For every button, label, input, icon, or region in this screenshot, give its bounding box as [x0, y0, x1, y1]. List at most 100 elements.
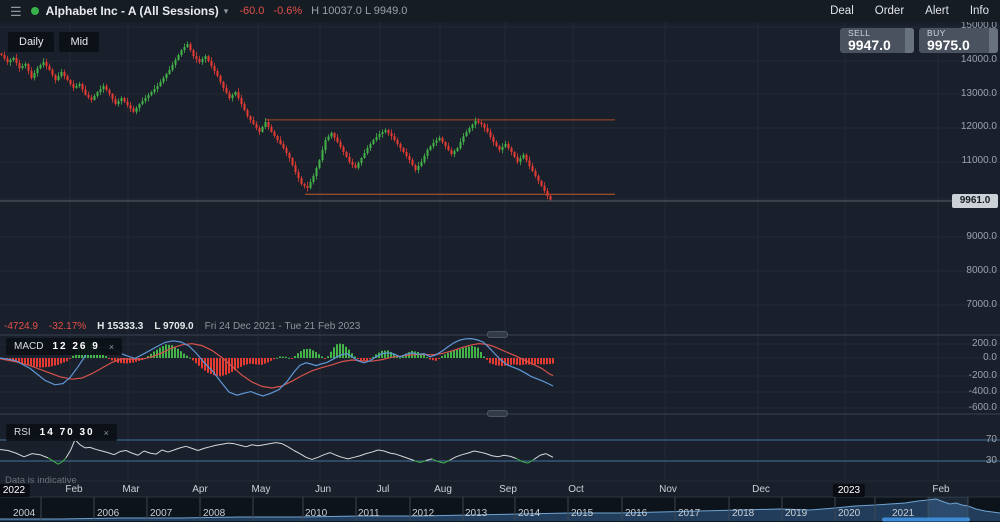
macd-histogram-bar [27, 358, 29, 366]
rsi-line-segment [473, 450, 481, 453]
candle-body [36, 68, 39, 74]
macd-histogram-bar [246, 358, 248, 365]
rsi-line-segment [437, 461, 445, 464]
macd-histogram-bar [432, 358, 434, 361]
top-menu-alert[interactable]: Alert [925, 5, 949, 17]
candle-body [48, 65, 51, 70]
candle-body [456, 148, 459, 152]
candle-body [117, 101, 120, 105]
candle-body [390, 133, 393, 137]
macd-histogram-bar [462, 348, 464, 358]
candle-body [480, 122, 483, 125]
candle-body [378, 134, 381, 138]
chart-canvas[interactable] [0, 22, 1000, 522]
macd-histogram-bar [207, 358, 209, 373]
candle-body [495, 142, 498, 147]
time-axis-label: Feb [932, 484, 950, 495]
rsi-line-segment [365, 451, 373, 455]
rsi-line-segment [239, 444, 247, 448]
scrollbar-year-label: 2021 [892, 508, 915, 519]
macd-histogram-bar [549, 358, 551, 364]
macd-histogram-bar [240, 358, 242, 367]
top-menu-deal[interactable]: Deal [830, 5, 854, 17]
rsi-line-segment [137, 450, 145, 456]
macd-histogram-bar [135, 358, 137, 362]
candle-body [165, 73, 168, 78]
candle-body [84, 89, 87, 95]
timeframe-tab-daily[interactable]: Daily [8, 32, 55, 52]
rsi-line-segment [293, 450, 301, 455]
candle-body [345, 152, 348, 157]
rsi-line-segment [61, 457, 67, 463]
candle-body [237, 92, 240, 99]
macd-histogram-bar [540, 358, 542, 365]
macd-histogram-bar [471, 346, 473, 358]
scrollbar-year-label: 2004 [13, 508, 36, 519]
macd-legend: MACD 12 26 9 × [6, 338, 123, 355]
candle-body [510, 147, 513, 153]
rsi-line-segment [329, 452, 337, 456]
rsi-line-segment [269, 442, 277, 445]
sell-button[interactable]: SELL 9947.0 [840, 28, 914, 53]
macd-histogram-bar [279, 356, 281, 358]
candle-body [258, 128, 261, 132]
scrollbar-year-label: 2008 [203, 508, 226, 519]
candle-body [327, 136, 330, 141]
candle-body [222, 81, 225, 88]
rsi-line-segment [209, 444, 217, 448]
rsi-line-segment [23, 453, 33, 458]
time-axis-label: Sep [499, 484, 517, 495]
candle-body [171, 64, 174, 70]
candle-body [468, 128, 471, 133]
rsi-line-segment [383, 450, 391, 454]
macd-histogram-bar [369, 358, 371, 360]
scrollbar-selection[interactable] [928, 497, 968, 521]
macd-histogram-bar [366, 358, 368, 361]
candle-body [444, 141, 447, 147]
candle-body [438, 137, 441, 141]
top-menu-order[interactable]: Order [874, 5, 905, 17]
candle-body [102, 86, 105, 90]
rsi-close-icon[interactable]: × [103, 427, 109, 438]
rsi-panel-resize-handle[interactable] [487, 410, 508, 417]
macd-histogram-bar [519, 358, 521, 366]
rsi-line-segment [119, 450, 127, 453]
macd-panel-resize-handle[interactable] [487, 331, 508, 338]
instrument-title[interactable]: Alphabet Inc - A (All Sessions) [45, 4, 219, 18]
macd-histogram-bar [234, 358, 236, 371]
top-menu-info[interactable]: Info [969, 5, 989, 17]
macd-histogram-bar [426, 357, 428, 359]
candle-body [384, 130, 387, 133]
macd-histogram-bar [195, 358, 197, 364]
macd-histogram-bar [168, 344, 170, 358]
macd-histogram-bar [312, 350, 314, 358]
macd-close-icon[interactable]: × [108, 341, 115, 352]
macd-histogram-bar [156, 349, 158, 358]
timeframe-tab-mid[interactable]: Mid [59, 32, 100, 52]
candle-body [546, 190, 549, 197]
rsi-line-segment [263, 443, 271, 446]
buy-button[interactable]: BUY 9975.0 [919, 28, 998, 53]
menu-icon[interactable]: ☰ [10, 3, 22, 19]
candle-body [354, 164, 357, 168]
macd-histogram-bar [18, 358, 20, 363]
macd-histogram-bar [24, 358, 26, 365]
candle-body [462, 136, 465, 143]
candle-body [207, 56, 210, 62]
rsi-line-segment [491, 455, 499, 458]
candle-body [189, 44, 192, 51]
time-axis-label: 2023 [832, 484, 866, 497]
candle-body [252, 120, 255, 125]
scrollbar-handle[interactable] [882, 517, 970, 522]
rsi-line-segment [15, 452, 25, 458]
sell-stripe [905, 28, 914, 53]
candle-body [186, 44, 189, 48]
macd-histogram-bar [213, 358, 215, 376]
candle-body [423, 155, 426, 162]
macd-histogram-bar [264, 358, 266, 364]
scrollbar-year-label: 2013 [465, 508, 488, 519]
macd-histogram-bar [291, 358, 293, 359]
rsi-line-segment [431, 458, 439, 462]
scrollbar-year-label: 2007 [150, 508, 173, 519]
candle-body [12, 57, 15, 60]
